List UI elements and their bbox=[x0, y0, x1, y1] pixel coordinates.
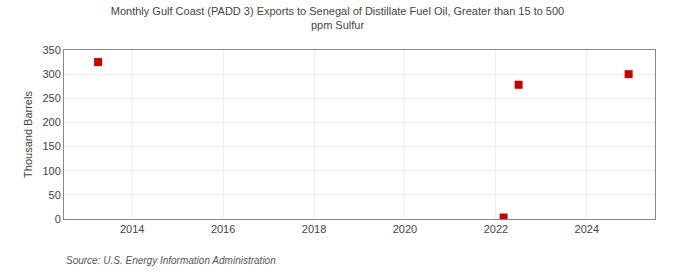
svg-text:2014: 2014 bbox=[120, 223, 144, 235]
svg-text:2022: 2022 bbox=[484, 223, 508, 235]
svg-text:0: 0 bbox=[55, 213, 61, 225]
svg-text:50: 50 bbox=[49, 189, 61, 201]
svg-text:2016: 2016 bbox=[211, 223, 235, 235]
svg-text:2024: 2024 bbox=[575, 223, 599, 235]
svg-text:300: 300 bbox=[42, 68, 60, 80]
svg-text:2018: 2018 bbox=[302, 223, 326, 235]
svg-text:Monthly Gulf Coast (PADD 3) Ex: Monthly Gulf Coast (PADD 3) Exports to S… bbox=[111, 5, 564, 31]
svg-text:350: 350 bbox=[42, 44, 60, 56]
svg-text:100: 100 bbox=[42, 165, 60, 177]
svg-text:Thousand Barrels: Thousand Barrels bbox=[22, 91, 34, 178]
svg-text:150: 150 bbox=[42, 140, 60, 152]
svg-text:2020: 2020 bbox=[393, 223, 417, 235]
svg-text:250: 250 bbox=[42, 92, 60, 104]
svg-text:200: 200 bbox=[42, 116, 60, 128]
svg-text:Source: U.S. Energy Informatio: Source: U.S. Energy Information Administ… bbox=[66, 255, 276, 266]
